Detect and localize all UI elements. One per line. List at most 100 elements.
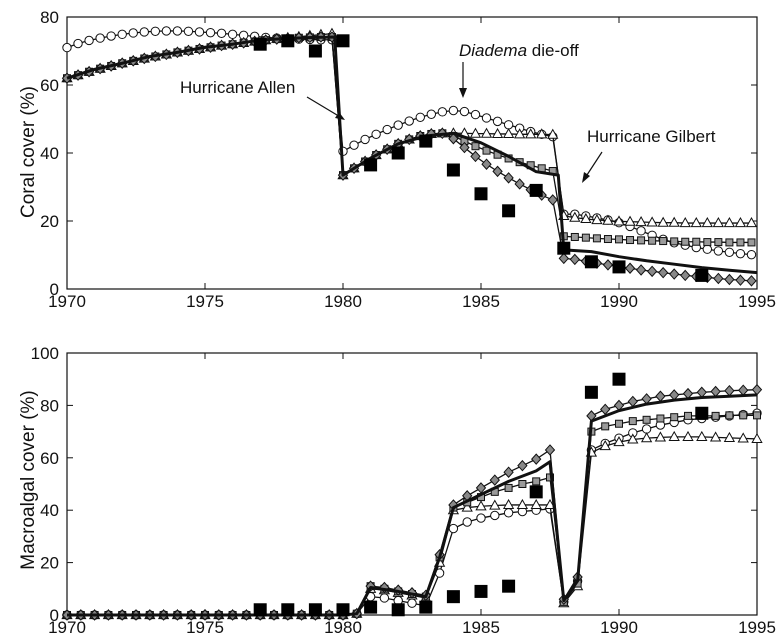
x-tick-label: 1990 <box>600 292 638 311</box>
data-point-square <box>725 411 734 420</box>
plot-frame <box>66 352 758 616</box>
data-point-diamond <box>489 474 500 486</box>
x-tick-label: 1970 <box>48 618 86 637</box>
annotation-hurricane-allen: Hurricane Allen <box>180 78 345 120</box>
data-point-circle <box>470 109 481 120</box>
data-point-diamond <box>746 275 757 287</box>
observed-point <box>391 603 405 617</box>
data-point-circle <box>360 134 370 145</box>
annotation-arrow <box>306 96 343 119</box>
y-tick-label: 80 <box>40 8 59 27</box>
data-point-diamond <box>713 272 724 285</box>
data-point-circle <box>481 113 492 123</box>
data-point-triangle <box>701 217 713 228</box>
series-line-circle <box>67 412 758 616</box>
y-tick-label: 20 <box>40 554 59 573</box>
y-tick-label: 80 <box>40 396 59 415</box>
observed-point <box>584 385 598 399</box>
data-point-triangle <box>737 432 749 443</box>
data-point-triangle <box>502 127 515 139</box>
annotation-label: Diadema die-off <box>459 41 579 60</box>
observed-point <box>612 372 626 386</box>
data-point-diamond <box>558 252 569 265</box>
observed-point <box>612 260 626 274</box>
data-point-diamond <box>635 264 647 276</box>
data-point-circle <box>150 26 161 36</box>
data-point-diamond <box>448 132 459 145</box>
data-point-circle <box>393 120 403 130</box>
data-point-circle <box>84 35 94 46</box>
observed-data <box>253 372 709 617</box>
data-point-circle <box>724 247 735 257</box>
data-point-square <box>684 411 692 420</box>
observed-point <box>419 134 433 148</box>
data-point-triangle <box>646 216 658 227</box>
data-point-square <box>626 236 635 245</box>
data-point-diamond <box>710 385 721 398</box>
x-tick-label: 1975 <box>186 292 224 311</box>
observed-point <box>584 255 598 269</box>
data-point-square <box>711 411 720 420</box>
data-point-triangle <box>569 211 581 222</box>
observed-point <box>391 146 405 160</box>
data-point-diamond <box>492 165 503 178</box>
data-point-circle <box>106 31 116 41</box>
observed-point <box>419 600 433 614</box>
data-point-circle <box>62 42 72 53</box>
annotation-rest: die-off <box>527 41 579 60</box>
data-point-triangle <box>734 217 747 228</box>
data-point-circle <box>415 112 425 123</box>
data-point-diamond <box>627 395 638 408</box>
series-line-square <box>67 414 757 616</box>
data-point-triangle <box>580 212 592 224</box>
data-point-diamond <box>602 259 614 271</box>
data-point-diamond <box>751 383 763 396</box>
data-point-diamond <box>547 194 558 206</box>
x-tick-label: 1970 <box>48 292 86 311</box>
observed-point <box>364 600 378 614</box>
data-point-triangle <box>635 215 647 227</box>
data-point-circle <box>735 248 746 259</box>
annotation-italic: Diadema <box>459 41 527 60</box>
data-point-square <box>648 236 657 245</box>
data-point-circle <box>194 27 205 37</box>
data-point-diamond <box>655 390 666 402</box>
observed-point <box>308 44 322 58</box>
data-point-circle <box>216 28 227 39</box>
data-point-square <box>736 238 745 247</box>
data-point-circle <box>636 226 646 236</box>
data-point-circle <box>490 510 500 521</box>
x-tick-label: 1980 <box>324 292 362 311</box>
data-point-triangle <box>613 436 625 447</box>
data-point-circle <box>503 508 514 518</box>
arrow-head <box>459 88 467 98</box>
data-point-circle <box>205 27 216 38</box>
data-point-triangle <box>745 217 758 228</box>
data-point-triangle <box>469 127 482 138</box>
observed-point <box>529 485 543 499</box>
data-point-circle <box>172 26 183 36</box>
data-point-diamond <box>569 253 581 266</box>
data-point-circle <box>713 246 724 256</box>
data-point-diamond <box>470 150 481 163</box>
data-point-square <box>471 142 480 151</box>
data-point-circle <box>462 517 472 527</box>
data-point-square <box>637 236 646 245</box>
observed-point <box>502 579 516 593</box>
data-point-triangle <box>547 128 559 139</box>
data-point-triangle <box>712 217 725 228</box>
data-point-circle <box>503 120 514 130</box>
y-tick-label: 20 <box>40 212 59 231</box>
data-point-triangle <box>668 216 680 227</box>
data-point-square <box>725 238 734 247</box>
data-point-triangle <box>599 439 611 451</box>
data-point-square <box>670 413 679 422</box>
data-point-triangle <box>613 215 625 226</box>
annotation-diadema-die-off: Diadema die-off <box>459 41 579 98</box>
data-point-triangle <box>491 127 504 139</box>
data-point-triangle <box>513 128 526 139</box>
data-point-triangle <box>627 433 639 444</box>
data-point-circle <box>448 523 459 534</box>
data-point-circle <box>161 26 172 36</box>
